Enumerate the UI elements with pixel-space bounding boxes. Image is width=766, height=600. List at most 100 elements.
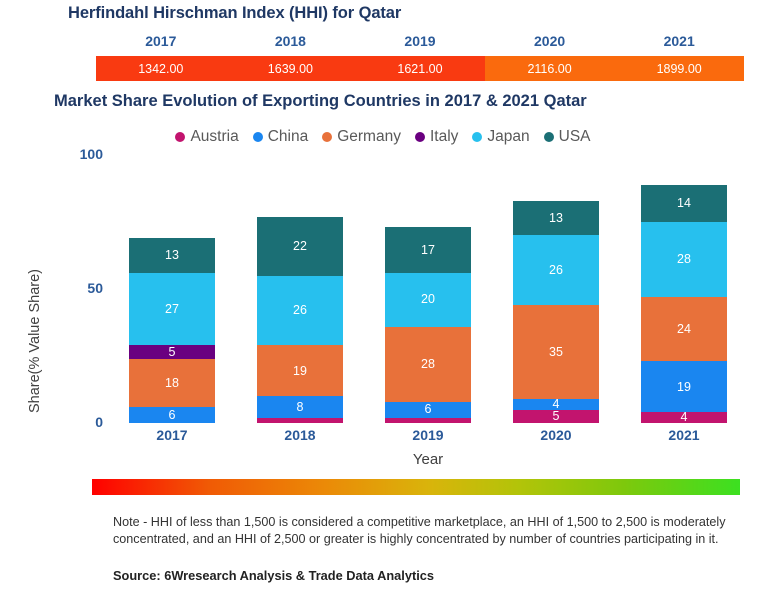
- legend-item-china[interactable]: China: [252, 128, 309, 146]
- hhi-value-text: 2116.00: [527, 61, 572, 76]
- bar-segment-italy[interactable]: 5: [129, 345, 215, 359]
- bar-segment-value: 4: [680, 412, 688, 423]
- chart-legend: Austria China Germany Italy Japan USA: [0, 128, 766, 146]
- hhi-value-text: 1342.00: [138, 61, 184, 76]
- bar-segment-germany[interactable]: 28: [385, 326, 471, 402]
- legend-item-japan[interactable]: Japan: [472, 128, 530, 146]
- legend-item-label: China: [267, 128, 309, 145]
- bar-segment-value: 20: [421, 292, 435, 307]
- x-axis-tick-label: 2018: [284, 427, 316, 443]
- bar-segment-value: 6: [168, 407, 176, 422]
- bar-segment-value: 19: [293, 363, 307, 378]
- bar-segment-japan[interactable]: 26: [513, 235, 599, 306]
- bar-segment-value: 35: [549, 344, 563, 359]
- bar-stack: 13 27 5 18 6: [129, 238, 215, 423]
- bar-segment-germany[interactable]: 24: [641, 297, 727, 362]
- bar-segment-value: 6: [424, 402, 432, 417]
- bar-segment-germany[interactable]: 19: [257, 345, 343, 397]
- bar-column-2020[interactable]: 13 26 35 4 5: [492, 155, 620, 423]
- bar-segment-austria[interactable]: 5: [513, 409, 599, 423]
- legend-item-austria[interactable]: Austria: [175, 128, 239, 146]
- bar-stack: 14 28 24 19 4: [641, 184, 727, 423]
- bar-segment-value: 4: [552, 398, 560, 410]
- bar-segment-value: 5: [552, 409, 560, 423]
- bar-segment-austria[interactable]: [385, 417, 471, 423]
- legend-item-usa[interactable]: USA: [543, 128, 591, 146]
- bar-column-2018[interactable]: 22 26 19 8: [236, 155, 364, 423]
- x-axis-tick-label: 2020: [540, 427, 572, 443]
- legend-swatch-icon: [322, 132, 333, 142]
- bar-segment-usa[interactable]: 17: [385, 227, 471, 273]
- legend-swatch-icon: [472, 132, 483, 142]
- bar-segment-japan[interactable]: 27: [129, 272, 215, 346]
- hhi-year-label: 2018: [274, 33, 306, 49]
- legend-item-italy[interactable]: Italy: [414, 128, 459, 146]
- bar-segment-japan[interactable]: 28: [641, 222, 727, 298]
- hhi-value-text: 1639.00: [267, 61, 313, 76]
- hhi-scale-gradient-bar: [92, 479, 740, 495]
- legend-item-label: Austria: [190, 128, 239, 145]
- x-axis-title: Year: [412, 451, 444, 468]
- hhi-year-header-row: 2017 2018 2019 2020 2021: [96, 33, 744, 49]
- bar-segment-value: 8: [296, 399, 304, 414]
- bar-segment-china[interactable]: 19: [641, 361, 727, 413]
- bar-segment-value: 28: [421, 356, 435, 371]
- bar-column-2021[interactable]: 14 28 24 19 4: [620, 155, 748, 423]
- legend-item-label: Italy: [429, 128, 459, 145]
- bar-segment-china[interactable]: 6: [129, 406, 215, 423]
- legend-swatch-icon: [252, 132, 263, 142]
- bar-segment-value: 22: [293, 238, 307, 253]
- legend-item-label: USA: [558, 128, 591, 145]
- bar-column-2019[interactable]: 17 20 28 6: [364, 155, 492, 423]
- hhi-value-cell: 1899.00: [614, 56, 744, 81]
- bar-segment-value: 26: [549, 263, 563, 277]
- bar-segment-value: 18: [165, 375, 179, 390]
- bar-segment-value: 14: [677, 196, 691, 211]
- y-axis-title: Share(% Value Share): [27, 269, 43, 414]
- bar-segment-usa[interactable]: 13: [513, 200, 599, 236]
- bar-segment-usa[interactable]: 22: [257, 216, 343, 276]
- stacked-bars-container: 13 27 5 18 6 22 26 19 8 17 20 28 6 13 26 35 4 5 14 28 24 19 4: [108, 155, 748, 423]
- bar-segment-china[interactable]: 6: [385, 401, 471, 418]
- bar-stack: 13 26 35 4 5: [513, 200, 599, 423]
- bar-segment-japan[interactable]: 26: [257, 275, 343, 346]
- hhi-value-cell: 2116.00: [484, 56, 615, 81]
- bar-segment-value: 17: [421, 242, 435, 257]
- y-axis-tick-label: 100: [79, 146, 103, 162]
- hhi-title: Herfindahl Hirschman Index (HHI) for Qat…: [68, 4, 402, 22]
- legend-item-label: Japan: [487, 128, 530, 145]
- hhi-value-text: 1899.00: [656, 61, 702, 76]
- bar-segment-germany[interactable]: 18: [129, 358, 215, 407]
- bar-column-2017[interactable]: 13 27 5 18 6: [108, 155, 236, 423]
- legend-item-label: Germany: [337, 128, 401, 145]
- hhi-year-label: 2020: [534, 33, 566, 49]
- bar-stack: 22 26 19 8: [257, 216, 343, 423]
- legend-swatch-icon: [414, 132, 425, 142]
- x-axis-tick-label: 2017: [156, 427, 188, 443]
- source-text: Source: 6Wresearch Analysis & Trade Data…: [113, 568, 435, 583]
- chart-plot-area: Share(% Value Share) 0 50 100 13 27 5 18 6 22 26…: [0, 146, 766, 468]
- bar-segment-value: 13: [549, 210, 563, 225]
- hhi-year-label: 2017: [145, 33, 177, 49]
- bar-segment-germany[interactable]: 35: [513, 305, 599, 399]
- y-axis-tick-label: 0: [95, 414, 103, 430]
- bar-segment-value: 28: [677, 252, 691, 267]
- hhi-year-label: 2019: [404, 33, 436, 49]
- bar-segment-china[interactable]: 8: [257, 396, 343, 418]
- bar-segment-usa[interactable]: 13: [129, 238, 215, 273]
- bar-segment-value: 5: [168, 345, 176, 359]
- legend-swatch-icon: [543, 132, 554, 142]
- bar-segment-usa[interactable]: 14: [641, 184, 727, 223]
- bar-segment-china[interactable]: 4: [513, 398, 599, 410]
- x-axis-tick-labels: 2017 2018 2019 2020 2021: [108, 427, 748, 443]
- footnote-text: Note - HHI of less than 1,500 is conside…: [113, 515, 726, 546]
- hhi-year-label: 2021: [663, 33, 695, 49]
- hhi-value-cell: 1621.00: [355, 56, 485, 81]
- bar-segment-austria[interactable]: 4: [641, 412, 727, 423]
- bar-segment-value: 13: [165, 248, 179, 263]
- bar-segment-austria[interactable]: [257, 417, 343, 423]
- bar-stack: 17 20 28 6: [385, 227, 471, 423]
- bar-segment-value: 24: [677, 321, 691, 336]
- bar-segment-japan[interactable]: 20: [385, 272, 471, 327]
- legend-item-germany[interactable]: Germany: [322, 128, 401, 146]
